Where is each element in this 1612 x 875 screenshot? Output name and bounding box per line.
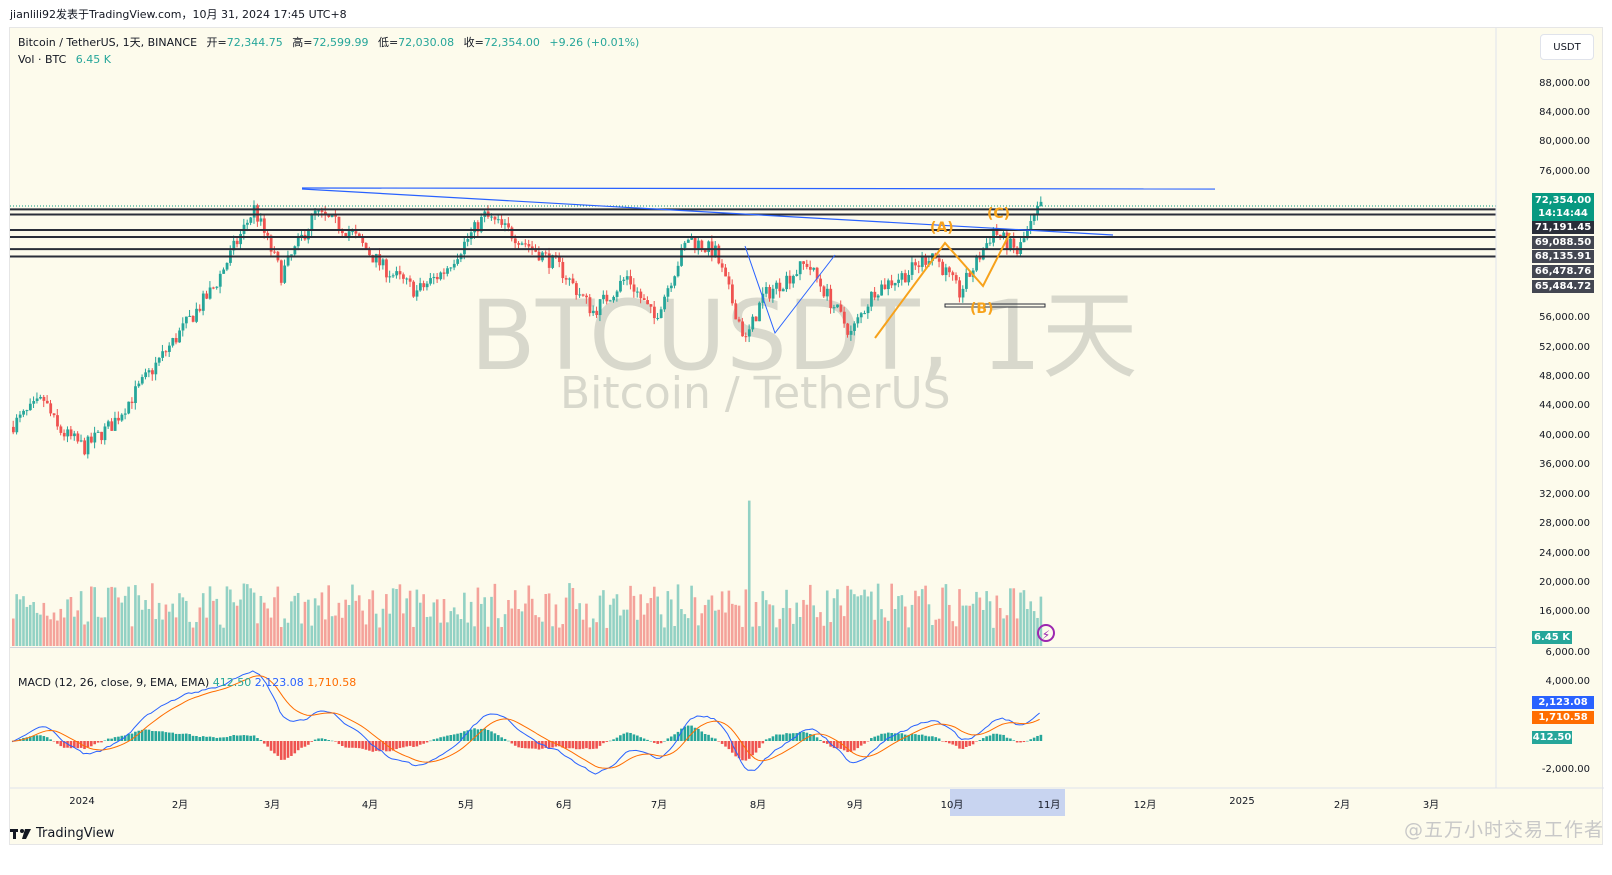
time-axis-label: 2025 xyxy=(1229,796,1255,807)
publisher-line: jianlili92发表于TradingView.com，10月 31, 202… xyxy=(10,8,347,21)
time-axis-label: 6月 xyxy=(555,800,573,811)
tradingview-logo[interactable]: TradingView xyxy=(10,826,115,841)
time-axis-label: 5月 xyxy=(457,800,475,811)
volume-tag: 6.45 K xyxy=(1532,631,1572,644)
bar-countdown: 14:14:44 xyxy=(1538,208,1588,219)
time-axis-label: 9月 xyxy=(846,800,864,811)
wave-label-c: (C) xyxy=(987,206,1011,222)
macd-value: 2,123.08 xyxy=(254,676,304,689)
time-axis-label: 10月 xyxy=(940,800,964,811)
time-axis-label: 11月 xyxy=(1037,800,1061,811)
author-watermark: @五万小时交易工作者 xyxy=(1403,819,1604,841)
macd-tag: 2,123.08 xyxy=(1532,696,1594,709)
pane-divider[interactable] xyxy=(10,647,1496,648)
price-axis-label: 36,000.00 xyxy=(1539,459,1590,470)
time-axis-label: 7月 xyxy=(650,800,668,811)
macd-legend: MACD (12, 26, close, 9, EMA, EMA) 412.50… xyxy=(18,676,356,689)
time-axis-label: 2024 xyxy=(69,796,95,807)
price-axis-label: 28,000.00 xyxy=(1539,518,1590,529)
level-tag: 66,478.76 xyxy=(1532,265,1594,278)
symbol-title[interactable]: Bitcoin / TetherUS, 1天, BINANCE xyxy=(18,36,198,49)
price-axis-label: 84,000.00 xyxy=(1539,107,1590,118)
high-value: 72,599.99 xyxy=(312,36,369,49)
price-axis-label: 40,000.00 xyxy=(1539,430,1590,441)
hist-tag: 412.50 xyxy=(1532,731,1572,744)
level-tag: 69,088.50 xyxy=(1532,236,1594,249)
time-axis-label: 4月 xyxy=(361,800,379,811)
time-axis-label: 2月 xyxy=(171,800,189,811)
change-value: +9.26 (+0.01%) xyxy=(549,36,640,49)
level-tag: 68,135.91 xyxy=(1532,250,1594,263)
symbol-legend: Bitcoin / TetherUS, 1天, BINANCE 开=72,344… xyxy=(18,36,640,66)
chart-frame[interactable]: BTCUSDT, 1天 Bitcoin / TetherUS Bitcoin /… xyxy=(9,27,1604,846)
time-axis-label: 3月 xyxy=(1422,800,1440,811)
price-axis-label: 88,000.00 xyxy=(1539,78,1590,89)
wave-label-b: (B) xyxy=(970,301,994,317)
price-chart[interactable] xyxy=(10,28,1604,846)
close-value: 72,354.00 xyxy=(483,36,540,49)
price-axis-label: 56,000.00 xyxy=(1539,312,1590,323)
price-axis-label: 44,000.00 xyxy=(1539,400,1590,411)
low-value: 72,030.08 xyxy=(398,36,455,49)
volume-value: 6.45 K xyxy=(75,53,111,66)
time-axis-label: 3月 xyxy=(263,800,281,811)
time-axis-label: 12月 xyxy=(1133,800,1157,811)
macd-signal-value: 1,710.58 xyxy=(307,676,357,689)
level-tag: 71,191.45 xyxy=(1532,221,1594,234)
time-axis-label: 2月 xyxy=(1333,800,1351,811)
price-axis-label: 20,000.00 xyxy=(1539,577,1590,588)
macd-hist-value: 412.50 xyxy=(212,676,252,689)
price-axis-label: 48,000.00 xyxy=(1539,371,1590,382)
name-watermark: Bitcoin / TetherUS xyxy=(560,368,951,419)
price-axis-label: 80,000.00 xyxy=(1539,136,1590,147)
symbol-watermark: BTCUSDT, 1天 xyxy=(470,280,1138,392)
macd-axis-label: 6,000.00 xyxy=(1545,647,1590,658)
signal-tag: 1,710.58 xyxy=(1532,711,1594,724)
time-axis-label: 8月 xyxy=(749,800,767,811)
time-range-highlight xyxy=(950,789,1065,816)
price-axis-label: 16,000.00 xyxy=(1539,606,1590,617)
volume-label[interactable]: Vol · BTC xyxy=(18,53,67,66)
macd-axis-label: -2,000.00 xyxy=(1541,764,1590,775)
macd-axis-label: 4,000.00 xyxy=(1545,676,1590,687)
price-axis-label: 76,000.00 xyxy=(1539,166,1590,177)
last-price-tag: 72,354.00 14:14:44 xyxy=(1532,193,1594,221)
price-axis-label: 52,000.00 xyxy=(1539,342,1590,353)
price-axis-label: 32,000.00 xyxy=(1539,489,1590,500)
wave-label-a: (A) xyxy=(930,220,954,236)
macd-title[interactable]: MACD (12, 26, close, 9, EMA, EMA) xyxy=(18,676,210,689)
currency-button[interactable]: USDT xyxy=(1540,34,1594,60)
lightning-icon[interactable]: ⚡ xyxy=(1037,624,1055,642)
level-tag: 65,484.72 xyxy=(1532,280,1594,293)
tradingview-icon xyxy=(10,828,31,839)
open-value: 72,344.75 xyxy=(226,36,283,49)
price-axis-label: 24,000.00 xyxy=(1539,548,1590,559)
